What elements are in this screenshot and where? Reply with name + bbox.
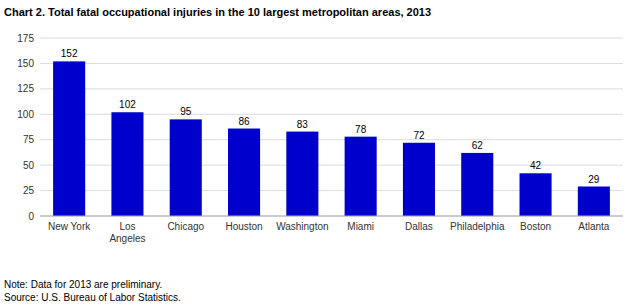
data-label: 152 xyxy=(61,48,78,59)
data-label: 83 xyxy=(297,119,309,130)
data-label: 72 xyxy=(413,130,425,141)
bar xyxy=(578,187,610,216)
x-tick-label: Washington xyxy=(276,221,328,232)
bar xyxy=(53,61,85,216)
bar xyxy=(461,153,493,216)
bar xyxy=(228,129,260,216)
data-label: 62 xyxy=(472,140,484,151)
y-tick-label: 100 xyxy=(17,109,34,120)
y-tick-label: 50 xyxy=(23,160,35,171)
data-label: 95 xyxy=(180,106,192,117)
x-tick-label: Philadelphia xyxy=(450,221,505,232)
x-tick-label: Atlanta xyxy=(578,221,610,232)
data-label: 78 xyxy=(355,124,367,135)
note: Note: Data for 2013 are preliminary.Sour… xyxy=(4,279,181,303)
y-tick-label: 75 xyxy=(23,134,35,145)
x-tick-label: New York xyxy=(48,221,91,232)
data-label: 102 xyxy=(119,99,136,110)
bars xyxy=(53,61,610,216)
y-tick-label: 150 xyxy=(17,58,34,69)
title: Chart 2. Total fatal occupational injuri… xyxy=(4,6,431,18)
x-tick-label: Dallas xyxy=(405,221,433,232)
bar xyxy=(111,112,143,216)
x-tick-label: Houston xyxy=(225,221,262,232)
chart: Chart 2. Total fatal occupational injuri… xyxy=(0,0,631,306)
x-tick-label: Chicago xyxy=(167,221,204,232)
y-tick-label: 25 xyxy=(23,185,35,196)
data-label: 29 xyxy=(588,174,600,185)
bar xyxy=(170,119,202,216)
bar xyxy=(345,137,377,216)
grid-line xyxy=(40,216,623,217)
y-tick-label: 0 xyxy=(28,211,34,222)
grid-line xyxy=(40,38,623,39)
grid xyxy=(40,38,623,216)
bar xyxy=(520,173,552,216)
data-label: 42 xyxy=(530,160,542,171)
y-tick-label: 175 xyxy=(17,33,34,44)
x-axis-line xyxy=(40,216,623,217)
x-tick-label: Boston xyxy=(520,221,551,232)
grid-line xyxy=(40,88,623,89)
x-tick-label: LosAngeles xyxy=(109,221,145,244)
data-label: 86 xyxy=(238,116,250,127)
grid-line xyxy=(40,63,623,64)
bar xyxy=(403,143,435,216)
x-tick-label: Miami xyxy=(347,221,374,232)
y-tick-label: 125 xyxy=(17,83,34,94)
bar xyxy=(286,132,318,216)
